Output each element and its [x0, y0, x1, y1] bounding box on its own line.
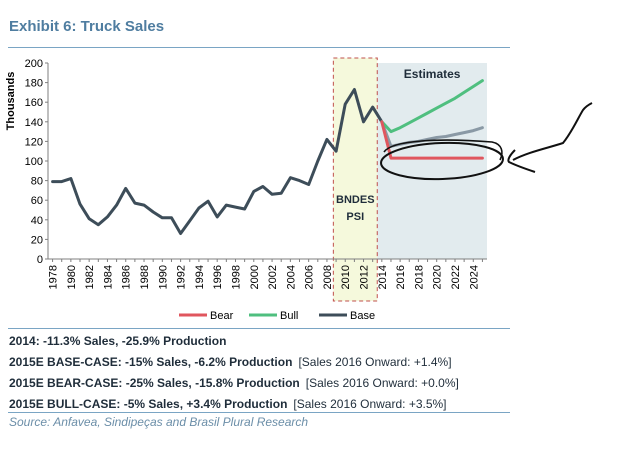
x-tick-label: 1982: [84, 265, 96, 289]
hand-drawn-circle: [380, 141, 504, 181]
series-line-bull: [380, 79, 484, 134]
bndes-psi-label: PSI: [346, 211, 364, 223]
x-tick-label: 2014: [377, 265, 389, 289]
series-line-bear: [380, 120, 484, 160]
source-divider: [8, 412, 510, 413]
y-tick-label: 140: [25, 117, 43, 129]
x-tick-label: 1994: [194, 265, 206, 289]
y-tick-label: 40: [31, 215, 43, 227]
x-tick-label: 2008: [322, 265, 334, 289]
note-row: 2015E BEAR-CASE: -25% Sales, -15.8% Prod…: [9, 373, 514, 394]
bndes-psi-label: BNDES: [336, 194, 375, 206]
y-tick-label: 80: [31, 176, 43, 188]
y-axis-title: Thousands: [5, 72, 17, 131]
x-tick-label: 1996: [212, 265, 224, 289]
x-tick-label: 2012: [359, 265, 371, 289]
hand-drawn-arrow-head: [507, 149, 536, 173]
x-tick-label: 2002: [267, 265, 279, 289]
y-tick-label: 160: [25, 97, 43, 109]
y-tick-label: 60: [31, 195, 43, 207]
note-extra-text: [Sales 2016 Onward: +1.4%]: [298, 355, 452, 369]
x-tick-label: 2004: [285, 265, 297, 289]
y-tick-label: 200: [25, 58, 43, 70]
x-tick-label: 1986: [121, 265, 133, 289]
x-axis: 1978 1980 1982 1984 1986 1988 1990 1992 1994 1996…: [48, 258, 487, 289]
x-tick-label: 1992: [176, 265, 188, 289]
x-tick-label: 1998: [230, 265, 242, 289]
note-main-text: 2014: -11.3% Sales, -25.9% Production: [9, 334, 227, 348]
y-tick-label: 0: [37, 254, 43, 266]
legend-label-bear: Bear: [210, 310, 234, 322]
y-tick-label: 180: [25, 78, 43, 90]
legend: Bear Bull Base: [179, 310, 375, 322]
note-main-text: 2015E BEAR-CASE: -25% Sales, -15.8% Prod…: [9, 376, 300, 390]
y-axis: 0 20 40 60 80 100 120 140 160 180 200 Thousands: [5, 58, 49, 266]
x-tick-label: 2024: [468, 265, 480, 289]
note-row: 2014: -11.3% Sales, -25.9% Production: [9, 331, 514, 352]
x-tick-label: 1978: [48, 265, 60, 289]
note-main-text: 2015E BASE-CASE: -15% Sales, -6.2% Produ…: [9, 355, 293, 369]
notes-top-divider: [8, 328, 510, 329]
x-tick-label: 2022: [450, 265, 462, 289]
shaded-regions: [332, 57, 487, 302]
notes-list: 2014: -11.3% Sales, -25.9% Production 20…: [9, 331, 514, 415]
annotations: Estimates BNDES PSI: [336, 67, 461, 223]
note-main-text: 2015E BULL-CASE: -5% Sales, +3.4% Produc…: [9, 397, 288, 411]
source-note: Source: Anfavea, Sindipeças and Brasil P…: [9, 415, 309, 429]
hand-drawn-arrow-shaft: [512, 102, 593, 161]
x-tick-label: 2020: [432, 265, 444, 289]
hand-drawn-annotation: [380, 102, 593, 181]
y-tick-label: 120: [25, 136, 43, 148]
bndes-psi-region: [332, 57, 378, 302]
x-tick-label: 1984: [102, 265, 114, 289]
x-tick-label: 2016: [395, 265, 407, 289]
y-tick-label: 20: [31, 234, 43, 246]
y-tick-label: 100: [25, 156, 43, 168]
x-tick-label: 1990: [157, 265, 169, 289]
hand-drawn-circle-overlap: [383, 139, 503, 161]
estimates-region: [377, 63, 487, 259]
x-tick-label: 2018: [413, 265, 425, 289]
x-tick-label: 1980: [66, 265, 78, 289]
top-divider: [8, 47, 510, 48]
legend-label-bull: Bull: [280, 310, 298, 322]
x-tick-label: 1988: [139, 265, 151, 289]
legend-label-base: Base: [350, 310, 375, 322]
note-row: 2015E BASE-CASE: -15% Sales, -6.2% Produ…: [9, 352, 514, 373]
x-tick-label: 2006: [304, 265, 316, 289]
note-row: 2015E BULL-CASE: -5% Sales, +3.4% Produc…: [9, 394, 514, 415]
estimates-label: Estimates: [404, 67, 461, 81]
note-extra-text: [Sales 2016 Onward: +0.0%]: [305, 376, 459, 390]
series-line-base: [51, 88, 384, 235]
x-tick-label: 2000: [249, 265, 261, 289]
x-tick-label: 2010: [340, 265, 352, 289]
note-extra-text: [Sales 2016 Onward: +3.5%]: [293, 397, 447, 411]
chart-title: Exhibit 6: Truck Sales: [9, 18, 165, 35]
